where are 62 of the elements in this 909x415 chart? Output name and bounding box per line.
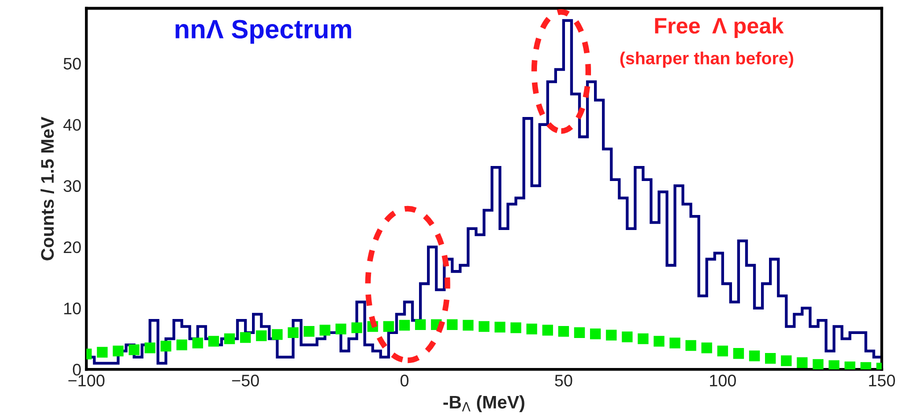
point: [240, 332, 251, 343]
point: [733, 348, 744, 359]
y-tick-label: 0: [72, 364, 81, 376]
y-tick-label: 20: [64, 241, 81, 254]
y-tick-label: 30: [64, 180, 81, 192]
point: [288, 327, 299, 338]
point: [828, 360, 840, 370]
annotation: Free Λ peak: [655, 17, 784, 38]
point: [272, 329, 283, 340]
y-tick-label: 10: [64, 302, 81, 314]
point: [685, 340, 696, 351]
point: [606, 330, 617, 340]
point: [208, 336, 219, 347]
point: [478, 321, 490, 332]
x-tick-label: −50: [232, 374, 259, 386]
point: [256, 330, 267, 342]
point: [590, 328, 601, 340]
point: [701, 342, 712, 354]
point: [717, 346, 728, 356]
x-tick-label: −100: [68, 374, 104, 386]
y-tick-label: 40: [63, 118, 81, 131]
point: [558, 326, 569, 337]
point: [638, 333, 648, 344]
y-axis-title: Counts / 1.5 MeV: [40, 116, 54, 260]
x-tick-label: 50: [554, 374, 572, 386]
point: [812, 359, 824, 370]
x-tick-label: 0: [400, 374, 408, 386]
point: [144, 342, 156, 354]
point: [335, 324, 346, 334]
point: [176, 339, 188, 350]
point: [542, 324, 554, 336]
x-axis-title: -B$_{Λ}$ (MeV): [443, 395, 524, 412]
point: [96, 346, 108, 358]
point: [192, 338, 204, 348]
point: [224, 333, 235, 344]
point: [462, 320, 474, 331]
y-tick-label: 50: [64, 58, 81, 70]
point: [160, 340, 172, 352]
point: [351, 322, 362, 334]
point: [399, 320, 410, 331]
point: [670, 338, 680, 348]
x-tick-label: 100: [710, 374, 736, 386]
chart-title: nnΛ Spectrum: [176, 20, 352, 44]
point: [415, 319, 426, 330]
point: [654, 336, 664, 347]
point: [622, 332, 633, 342]
point: [526, 324, 538, 334]
point: [304, 326, 314, 337]
point: [749, 350, 760, 362]
x-tick-label: 150: [869, 374, 895, 386]
point: [446, 319, 458, 330]
annotation: (sharper than before): [620, 52, 794, 68]
point: [128, 344, 140, 356]
point: [383, 321, 394, 332]
point: [796, 357, 808, 368]
point: [510, 322, 522, 334]
point: [765, 352, 776, 364]
point: [780, 355, 792, 366]
point: [112, 346, 124, 356]
point: [320, 324, 330, 336]
point: [494, 322, 506, 333]
point: [574, 327, 585, 338]
